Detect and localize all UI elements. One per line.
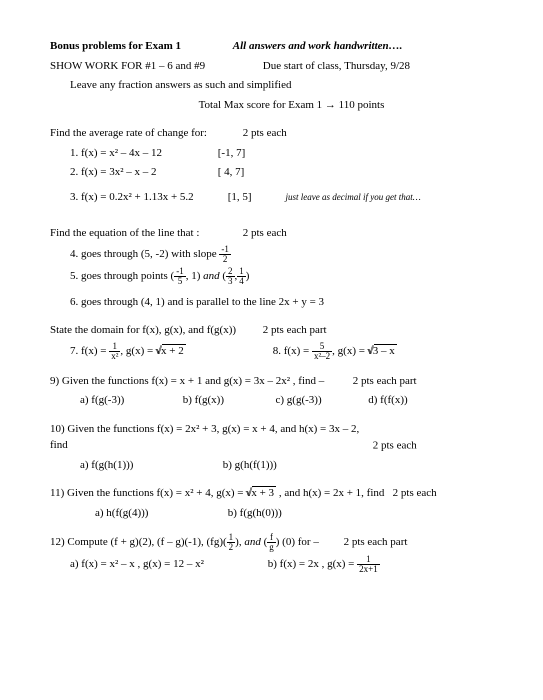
section-3: State the domain for f(x), g(x), and f(g… — [50, 322, 493, 361]
frac-2-3: 23 — [226, 267, 235, 286]
q12-opt-b: b) f(x) = 2x , g(x) = 12x+1 — [268, 558, 380, 570]
q11-b-opt: b) f(g(h(0))) — [228, 507, 282, 519]
s2-pts: 2 pts each — [243, 227, 287, 239]
q11-a: 11) Given the functions f(x) = x² + 4, g… — [50, 487, 246, 499]
q7: 7. f(x) = 1x², g(x) = √x + 2 — [70, 342, 270, 361]
q1: 1. f(x) = x² – 4x – 12 [-1, 7] — [50, 145, 493, 162]
q5: 5. goes through points (-15, 1) and (23,… — [50, 267, 493, 286]
q3-int: [1, 5] — [228, 189, 283, 206]
q12-opts: a) f(x) = x² – x , g(x) = 12 – x² b) f(x… — [50, 555, 493, 574]
q4: 4. goes through (5, -2) with slope -12 — [50, 245, 493, 264]
s1-pts: 2 pts each — [243, 127, 287, 139]
q12-b-text: b) f(x) = 2x , g(x) = — [268, 558, 357, 570]
q12-pts: 2 pts each part — [344, 536, 408, 548]
sqrt-3x: 3 – x — [374, 344, 397, 357]
header-row2: SHOW WORK FOR #1 – 6 and #9 Due start of… — [50, 58, 493, 75]
section-5: 10) Given the functions f(x) = 2x² + 3, … — [50, 421, 493, 474]
q5-a: 5. goes through points ( — [70, 270, 174, 282]
q9-head: 9) Given the functions f(x) = x + 1 and … — [50, 373, 493, 390]
s3-head: State the domain for f(x), g(x), and f(g… — [50, 322, 260, 339]
section-7: 12) Compute (f + g)(2), (f – g)(-1), (fg… — [50, 533, 493, 574]
fraction-note: Leave any fraction answers as such and s… — [50, 77, 493, 94]
frac-1-4: 14 — [237, 267, 246, 286]
q11-a-opt: a) h(f(g(4))) — [95, 505, 225, 522]
q3: 3. f(x) = 0.2x² + 1.13x + 5.2 [1, 5] jus… — [50, 189, 493, 206]
q1-int: [-1, 7] — [218, 147, 246, 159]
q8: 8. f(x) = 5x²–2, g(x) = √3 – x — [273, 345, 397, 357]
s1-head: Find the average rate of change for: — [50, 125, 240, 142]
q10-b: b) g(h(f(1))) — [223, 459, 277, 471]
frac-1-2: 12 — [227, 533, 236, 552]
q9-a: a) f(g(-3)) — [80, 392, 180, 409]
q2: 2. f(x) = 3x² – x – 2 [ 4, 7] — [50, 164, 493, 181]
q8-b: , g(x) = — [332, 345, 368, 357]
frac-neg1-5: -15 — [174, 267, 186, 286]
frac-1-2x1: 12x+1 — [357, 555, 380, 574]
q5-b: , 1) — [186, 270, 203, 282]
q8-a: 8. f(x) = — [273, 345, 312, 357]
doc-title: Bonus problems for Exam 1 — [50, 38, 230, 55]
section-2: Find the equation of the line that : 2 p… — [50, 225, 493, 310]
s2-head-row: Find the equation of the line that : 2 p… — [50, 225, 493, 242]
q10-text: 10) Given the functions f(x) = 2x² + 3, … — [50, 421, 370, 454]
due-date: Due start of class, Thursday, 9/28 — [263, 60, 410, 72]
frac-1-x2: 1x² — [109, 342, 120, 361]
q9-c: c) g(g(-3)) — [276, 392, 366, 409]
section-6: 11) Given the functions f(x) = x² + 4, g… — [50, 485, 493, 521]
q7-q8: 7. f(x) = 1x², g(x) = √x + 2 8. f(x) = 5… — [50, 342, 493, 361]
frac-neg1-2: -12 — [219, 245, 231, 264]
section-4: 9) Given the functions f(x) = x + 1 and … — [50, 373, 493, 409]
q10-head: 10) Given the functions f(x) = 2x² + 3, … — [50, 421, 493, 454]
q9-opts: a) f(g(-3)) b) f(g(x)) c) g(g(-3)) d) f(… — [50, 392, 493, 409]
sqrt-x2: x + 2 — [162, 344, 186, 357]
header-row1: Bonus problems for Exam 1 All answers an… — [50, 38, 493, 55]
q12-a: 12) Compute (f + g)(2), (f – g)(-1), (fg… — [50, 536, 227, 548]
q7-b: , g(x) = — [120, 345, 156, 357]
handwritten-note: All answers and work handwritten…. — [233, 40, 403, 52]
q9-text: 9) Given the functions f(x) = x + 1 and … — [50, 373, 350, 390]
q7-a: 7. f(x) = — [70, 345, 109, 357]
s3-pts: 2 pts each part — [263, 324, 327, 336]
frac-f-g: fg — [267, 533, 276, 552]
q10-opts: a) f(g(h(1))) b) g(h(f(1))) — [50, 457, 493, 474]
q3-note: just leave as decimal if you get that… — [286, 192, 421, 202]
q12-d: ) (0) for – — [276, 536, 319, 548]
q11-head: 11) Given the functions f(x) = x² + 4, g… — [50, 485, 493, 502]
q10-a: a) f(g(h(1))) — [80, 457, 220, 474]
q3-fx: 3. f(x) = 0.2x² + 1.13x + 5.2 — [70, 189, 225, 206]
s1-head-row: Find the average rate of change for: 2 p… — [50, 125, 493, 142]
q12-b: ), — [235, 536, 244, 548]
q9-pts: 2 pts each part — [353, 375, 417, 387]
q2-int: [ 4, 7] — [218, 166, 245, 178]
q12-head: 12) Compute (f + g)(2), (f – g)(-1), (fg… — [50, 533, 493, 552]
q11-pts: 2 pts each — [393, 487, 437, 499]
total-score: Total Max score for Exam 1 → 110 points — [50, 97, 493, 114]
q9-d: d) f(f(x)) — [368, 394, 407, 406]
section-1: Find the average rate of change for: 2 p… — [50, 125, 493, 205]
q11-b: , and h(x) = 2x + 1, find — [276, 487, 384, 499]
q6: 6. goes through (4, 1) and is parallel t… — [50, 294, 493, 311]
s3-head-row: State the domain for f(x), g(x), and f(g… — [50, 322, 493, 339]
q10-pts: 2 pts each — [373, 439, 417, 451]
q5-and: and — [203, 270, 220, 282]
q12-opt-a: a) f(x) = x² – x , g(x) = 12 – x² — [70, 556, 265, 573]
s2-head: Find the equation of the line that : — [50, 225, 240, 242]
frac-5-x22: 5x²–2 — [312, 342, 332, 361]
sqrt-x3: x + 3 — [252, 486, 276, 499]
q12-and: and — [244, 536, 261, 548]
q1-fx: 1. f(x) = x² – 4x – 12 — [70, 145, 215, 162]
q2-fx: 2. f(x) = 3x² – x – 2 — [70, 164, 215, 181]
q11-opts: a) h(f(g(4))) b) f(g(h(0))) — [50, 505, 493, 522]
q4-text: 4. goes through (5, -2) with slope — [70, 248, 219, 260]
q9-b: b) f(g(x)) — [183, 392, 273, 409]
show-work: SHOW WORK FOR #1 – 6 and #9 — [50, 58, 260, 75]
